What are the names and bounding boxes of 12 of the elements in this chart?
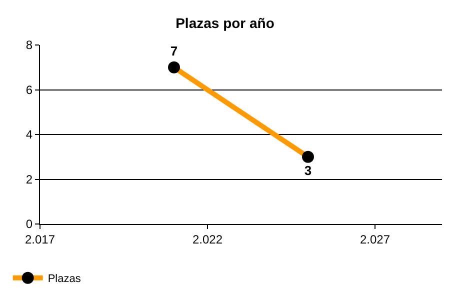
y-tick-label: 4 [26,128,33,142]
data-label: 7 [170,44,178,59]
y-tick-label: 6 [26,82,33,97]
data-label: 3 [304,163,312,178]
x-tick-label: 2.017 [24,232,56,246]
chart-title: Plazas por año [176,14,274,31]
x-tick-label: 2.027 [360,232,390,246]
y-tick-label: 0 [26,217,33,232]
y-tick-label: 2 [26,172,33,186]
legend-label: Plazas [48,273,82,286]
x-tick-label: 2.022 [192,232,223,246]
y-tick-label: 8 [26,38,33,52]
